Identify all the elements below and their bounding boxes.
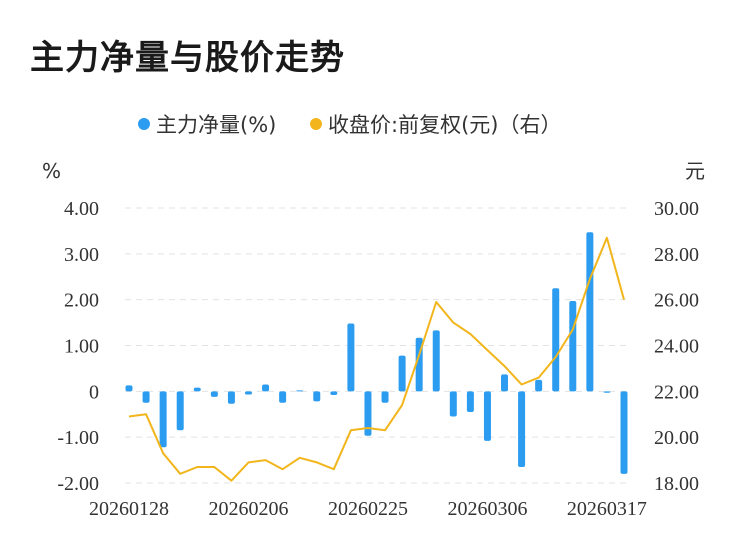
right-tick-label: 22.00	[654, 381, 699, 403]
right-tick-label: 20.00	[654, 427, 699, 449]
bar	[347, 323, 355, 392]
bar	[398, 355, 406, 392]
right-tick-label: 28.00	[654, 244, 699, 266]
line-series	[128, 236, 625, 482]
legend-line-marker	[310, 118, 322, 130]
bar	[535, 379, 543, 392]
bar	[210, 391, 218, 397]
bar	[501, 374, 509, 392]
bar	[381, 391, 389, 403]
right-axis-ticks: 30.00 28.00 26.00 24.00 22.00 20.00 18.00	[654, 198, 699, 495]
bar	[313, 391, 321, 402]
left-tick-label: -2.00	[57, 473, 99, 495]
x-tick-label: 20260317	[567, 498, 647, 520]
bar	[466, 391, 474, 412]
x-tick-label: 20260128	[89, 498, 169, 520]
bar	[432, 330, 440, 392]
bar	[279, 391, 287, 403]
bar	[518, 391, 526, 467]
bar-series	[125, 232, 628, 474]
bar	[159, 391, 167, 448]
gridlines	[125, 207, 628, 484]
bar	[364, 391, 372, 436]
left-tick-label: 0	[89, 381, 99, 403]
left-tick-label: 1.00	[64, 336, 99, 358]
left-tick-label: 2.00	[64, 290, 99, 312]
bar	[193, 387, 201, 392]
x-tick-label: 20260206	[208, 498, 288, 520]
bar	[125, 385, 133, 392]
right-tick-label: 24.00	[654, 336, 699, 358]
x-tick-label: 20260225	[328, 498, 408, 520]
left-tick-label: 4.00	[64, 198, 99, 220]
bar	[552, 288, 560, 392]
bar	[603, 391, 611, 393]
legend-bar-marker	[138, 118, 150, 130]
bar	[227, 391, 235, 404]
bar	[620, 391, 628, 474]
close-price-line	[128, 236, 625, 482]
bar	[586, 232, 594, 392]
x-tick-label: 20260306	[447, 498, 527, 520]
bar	[330, 391, 338, 395]
left-tick-label: 3.00	[64, 244, 99, 266]
bar	[569, 301, 577, 392]
legend-line-label: 收盘价:前复权(元)（右）	[328, 113, 561, 137]
left-axis-ticks: 4.00 3.00 2.00 1.00 0 -1.00 -2.00	[57, 198, 99, 495]
bar	[176, 391, 184, 431]
bar	[244, 391, 252, 395]
legend-bar-label: 主力净量(%)	[156, 113, 276, 137]
x-axis-ticks: 20260128 20260206 20260225 20260306 20260317	[89, 498, 647, 520]
bar	[262, 384, 270, 392]
chart-title: 主力净量与股价走势	[30, 38, 345, 78]
bar	[449, 391, 457, 417]
right-tick-label: 30.00	[654, 198, 699, 220]
bar	[142, 391, 150, 403]
bar	[483, 391, 491, 441]
bar	[296, 390, 304, 392]
right-tick-label: 26.00	[654, 290, 699, 312]
left-tick-label: -1.00	[57, 427, 99, 449]
left-axis-unit: %	[42, 159, 61, 183]
legend[interactable]: 主力净量(%) 收盘价:前复权(元)（右）	[138, 113, 561, 137]
right-axis-unit: 元	[685, 159, 705, 183]
right-tick-label: 18.00	[654, 473, 699, 495]
